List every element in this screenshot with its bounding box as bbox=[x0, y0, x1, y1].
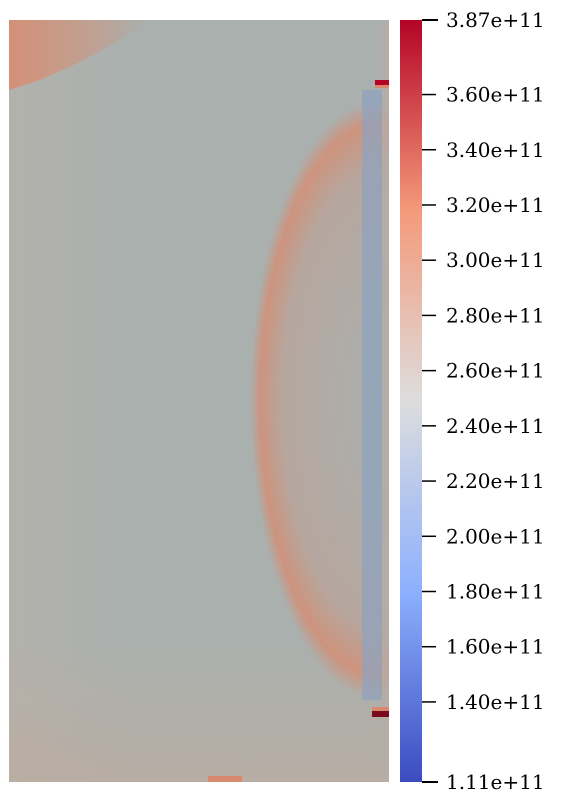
tick-label: 2.00e+11 bbox=[446, 524, 545, 548]
tick-label: 2.60e+11 bbox=[446, 359, 545, 383]
colorbar-gradient bbox=[400, 20, 422, 782]
tick-label: 2.80e+11 bbox=[446, 303, 545, 327]
tick-label: 3.60e+11 bbox=[446, 83, 545, 107]
tick-label: 3.40e+11 bbox=[446, 138, 545, 162]
upper-hotspot-halo bbox=[375, 85, 389, 88]
tick-label: 1.40e+11 bbox=[446, 690, 545, 714]
upper-hotspot bbox=[375, 80, 389, 85]
tick-label: 1.80e+11 bbox=[446, 580, 545, 604]
min-label: 1.11e+11 bbox=[446, 770, 545, 794]
colorbar-ticks: 3.60e+11 3.40e+11 3.20e+11 3.00e+11 2.80e+11… bbox=[422, 83, 545, 714]
right-edge-band bbox=[382, 20, 389, 782]
top-warm-band bbox=[9, 20, 150, 90]
tick-label: 2.20e+11 bbox=[446, 469, 545, 493]
color-legend: 3.60e+11 3.40e+11 3.20e+11 3.00e+11 2.80e+11… bbox=[400, 8, 545, 794]
tick-label: 1.60e+11 bbox=[446, 635, 545, 659]
tick-label: 3.00e+11 bbox=[446, 248, 545, 272]
max-label: 3.87e+11 bbox=[446, 8, 545, 32]
cool-right-strip bbox=[362, 90, 382, 700]
warm-arc-region bbox=[250, 100, 389, 700]
tick-label: 3.20e+11 bbox=[446, 193, 545, 217]
bottom-warm-spot bbox=[208, 776, 242, 782]
tick-label: 2.40e+11 bbox=[446, 414, 545, 438]
lower-hotspot bbox=[372, 711, 389, 717]
scalar-field bbox=[9, 20, 389, 782]
lower-hotspot-halo bbox=[372, 707, 389, 711]
